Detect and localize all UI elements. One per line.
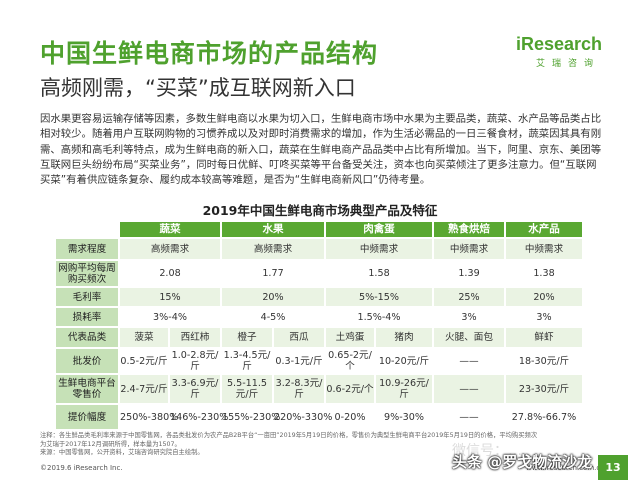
table-cell: 土鸡蛋 (326, 328, 374, 347)
table-header-cell: 肉禽蛋 (326, 222, 432, 237)
row-label: 网购平均每周购买频次 (56, 261, 118, 286)
table-cell: 0.5-2元/斤 (120, 349, 168, 373)
table-cell: 鲜虾 (506, 328, 582, 347)
row-label: 提价幅度 (56, 405, 118, 429)
table-cell: 高频需求 (120, 239, 220, 259)
table-cell: 5.5-11.5元/斤 (222, 375, 272, 403)
page-title: 中国生鲜电商市场的产品结构 (40, 39, 379, 68)
iresearch-logo: iResearch 艾瑞咨询 (516, 34, 626, 74)
table-cell: 西瓜 (274, 328, 324, 347)
footnote-line: 注释：各生鲜品类毛利率来源于中国零售网，各品类批发价为农产品B2B平台“一亩田”… (40, 432, 538, 439)
row-label: 代表品类 (56, 328, 118, 347)
table-cell: 20% (506, 288, 582, 306)
table-cell: 250%-380% (120, 405, 178, 429)
footnotes: 注释：各生鲜品类毛利率来源于中国零售网，各品类批发价为农产品B2B平台“一亩田”… (40, 432, 600, 458)
table-header-cell: 熟食烘焙 (434, 222, 504, 237)
page-number: 13 (598, 455, 628, 480)
product-table: 蔬菜 水果 肉禽蛋 熟食烘焙 水产品 需求程度 高频需求 高频需求 中频需求 中… (54, 220, 584, 431)
table-cell: 3.2-8.3元/斤 (274, 375, 324, 403)
table-cell: —— (434, 349, 504, 373)
row-label: 需求程度 (56, 239, 118, 259)
table-header-corner (56, 222, 118, 237)
table-cell: 1.0-2.8元/斤 (170, 349, 220, 373)
table-cell: 1.3-4.5元/斤 (222, 349, 272, 373)
table-cell: 火腿、面包 (434, 328, 504, 347)
table-cell: 3% (434, 308, 504, 326)
copyright: ©2019.6 iResearch Inc. (40, 464, 123, 472)
table-cell: 中频需求 (326, 239, 432, 259)
table-cell: 2.4-7元/斤 (120, 375, 168, 403)
watermark-wechat: 微信号：… (452, 443, 522, 459)
row-label: 批发价 (56, 349, 118, 373)
table-cell: 3.3-6.9元/斤 (170, 375, 220, 403)
table-cell: 西红柿 (170, 328, 220, 347)
table-header-cell: 水产品 (506, 222, 582, 237)
table-cell: 10.9-26元/斤 (376, 375, 432, 403)
table-cell: 0.3-1元/斤 (274, 349, 324, 373)
footnote-source: 来源：中国零售网，公开资料，艾瑞咨询研究院自主绘制。 (40, 449, 204, 457)
table-cell: 5%-15% (326, 288, 432, 306)
table-cell: 1.39 (434, 261, 504, 286)
site-url: www.iresearch.com.cn (526, 464, 605, 472)
table-cell: 高频需求 (222, 239, 324, 259)
table-cell: 1.5%-4% (326, 308, 432, 326)
table-cell: 1.58 (326, 261, 432, 286)
table-cell: 0-20% (326, 405, 374, 429)
table-cell: 10-20元/斤 (376, 349, 432, 373)
table-cell: 146%-230% (170, 405, 228, 429)
row-label: 生鲜电商平台零售价 (56, 375, 118, 403)
table-cell: 猪肉 (376, 328, 432, 347)
table-cell: 3%-4% (120, 308, 220, 326)
table-cell: 0.6-2元/个 (326, 375, 374, 403)
table-cell: 中频需求 (506, 239, 582, 259)
table-cell: 25% (434, 288, 504, 306)
table-cell: 155%-230% (222, 405, 280, 429)
table-cell: 中频需求 (434, 239, 504, 259)
row-label: 损耗率 (56, 308, 118, 326)
table-cell: 20% (222, 288, 324, 306)
table-cell: 27.8%-66.7% (506, 405, 582, 429)
row-label: 毛利率 (56, 288, 118, 306)
table-header-cell: 蔬菜 (120, 222, 220, 237)
table-cell: 菠菜 (120, 328, 168, 347)
table-cell: 9%-30% (376, 405, 432, 429)
table-cell: 18-30元/斤 (506, 349, 582, 373)
table-cell: 23-30元/斤 (506, 375, 582, 403)
table-cell: 0.65-2元/个 (326, 349, 374, 373)
table-header-cell: 水果 (222, 222, 324, 237)
table-cell: —— (434, 375, 504, 403)
table-cell: 3% (506, 308, 582, 326)
logo-subtitle: 艾瑞咨询 (536, 59, 601, 69)
intro-paragraph: 因水果更容易运输存储等因素，多数生鲜电商以水果为切入口，生鲜电商市场中水果为主要… (40, 113, 602, 187)
table-cell: 220%-330% (274, 405, 332, 429)
table-cell: 4-5% (222, 308, 324, 326)
table-cell: 1.38 (506, 261, 582, 286)
table-title: 2019年中国生鲜电商市场典型产品及特征 (202, 203, 438, 218)
logo-wordmark: iResearch (516, 34, 603, 54)
table-cell: —— (434, 405, 504, 429)
table-cell: 15% (120, 288, 220, 306)
watermark-toutiao: 头条 @罗戈物流沙龙 (452, 453, 593, 471)
table-cell: 1.77 (222, 261, 324, 286)
table-cell: 橙子 (222, 328, 272, 347)
footnote-line: 为艾瑞于2017年12月调研所得，样本量为1507。 (40, 440, 181, 448)
table-cell: 2.08 (120, 261, 220, 286)
page-subtitle: 高频刚需，“买菜”成互联网新入口 (40, 76, 356, 100)
